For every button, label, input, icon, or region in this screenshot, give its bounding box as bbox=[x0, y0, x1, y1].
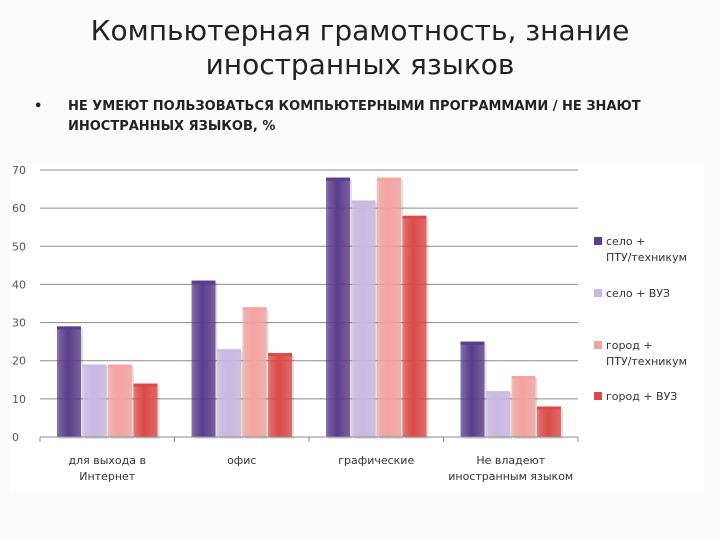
bar bbox=[351, 200, 376, 437]
y-tick-label: 60 bbox=[12, 202, 26, 215]
bullet-icon: • bbox=[34, 99, 43, 114]
x-category-label: Не владеют bbox=[476, 454, 545, 467]
bar-cap bbox=[108, 364, 132, 368]
bar bbox=[108, 364, 132, 437]
slide-title: Компьютерная грамотность, знание иностра… bbox=[60, 14, 660, 82]
title-line-1: Компьютерная грамотность, знание bbox=[90, 14, 630, 47]
legend-label: село + bbox=[606, 235, 645, 248]
bar bbox=[460, 341, 485, 437]
x-category-label: иностранным языком bbox=[448, 470, 573, 483]
bar bbox=[57, 326, 81, 437]
bar bbox=[217, 349, 241, 437]
y-tick-label: 10 bbox=[12, 393, 26, 406]
legend-swatch bbox=[594, 392, 602, 400]
bar bbox=[268, 353, 292, 437]
y-tick-label: 30 bbox=[12, 317, 26, 330]
bar-cap bbox=[57, 326, 81, 330]
bar bbox=[511, 375, 536, 437]
bar-cap bbox=[351, 200, 376, 204]
bar bbox=[377, 177, 401, 437]
legend-label: ПТУ/техникум bbox=[606, 251, 687, 264]
legend-label: город + ВУЗ bbox=[606, 390, 677, 403]
title-line-2: иностранных языков bbox=[205, 48, 515, 81]
bar-cap bbox=[242, 307, 267, 311]
bar bbox=[402, 215, 427, 437]
y-tick-label: 70 bbox=[12, 164, 26, 177]
bar-cap bbox=[537, 406, 561, 410]
legend-swatch bbox=[594, 237, 602, 245]
bar-cap bbox=[133, 383, 158, 387]
legend-label: ПТУ/техникум bbox=[606, 355, 687, 368]
legend-label: село + ВУЗ bbox=[606, 287, 670, 300]
bar bbox=[486, 391, 510, 437]
bullet-text: НЕ УМЕЮТ ПОЛЬЗОВАТЬСЯ КОМПЬЮТЕРНЫМИ ПРОГ… bbox=[68, 99, 641, 134]
bar bbox=[133, 383, 158, 437]
bar-cap bbox=[402, 215, 427, 219]
y-tick-label: 50 bbox=[12, 240, 26, 253]
bar bbox=[326, 177, 350, 437]
chart-area: 0 10 20 30 40 50 60 70 для выхода в Интернет офис г… bbox=[10, 163, 704, 491]
x-category-label: Интернет bbox=[79, 470, 136, 483]
bar-cap bbox=[217, 349, 241, 353]
bar-chart: 0 10 20 30 40 50 60 70 для выхода в Интернет офис г… bbox=[12, 164, 687, 483]
x-category-label: офис bbox=[227, 454, 256, 467]
y-tick-label: 0 bbox=[12, 431, 19, 444]
legend-label: город + bbox=[606, 339, 653, 352]
bar-cap bbox=[377, 177, 401, 181]
y-tick-label: 40 bbox=[12, 278, 26, 291]
bar-cap bbox=[191, 280, 216, 284]
bar bbox=[191, 280, 216, 437]
bar-cap bbox=[268, 353, 292, 357]
bar-cap bbox=[511, 375, 536, 379]
bar-cap bbox=[460, 341, 485, 345]
legend-swatch bbox=[594, 341, 602, 349]
legend-swatch bbox=[594, 289, 602, 297]
bar bbox=[242, 307, 267, 437]
x-category-label: графические bbox=[338, 454, 414, 467]
bar-cap bbox=[326, 177, 350, 181]
bar bbox=[537, 406, 561, 437]
bar-cap bbox=[82, 364, 107, 368]
x-category-label: для выхода в bbox=[69, 454, 146, 467]
bar-cap bbox=[486, 391, 510, 395]
y-tick-label: 20 bbox=[12, 355, 26, 368]
bar bbox=[82, 364, 107, 437]
